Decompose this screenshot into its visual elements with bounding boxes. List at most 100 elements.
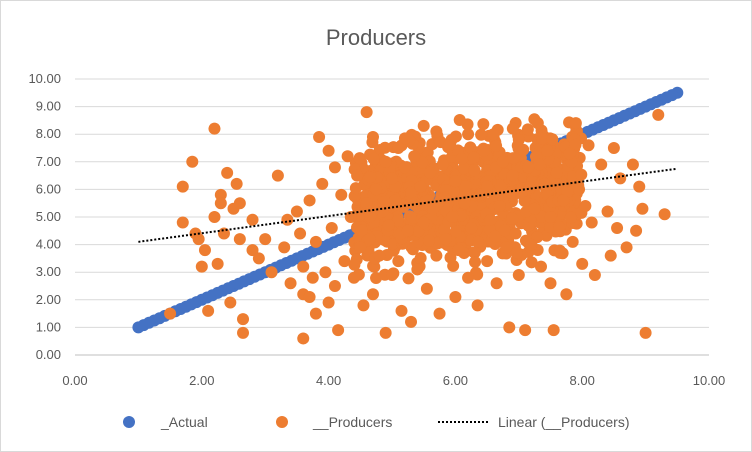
y-tick-label: 2.00 (36, 292, 61, 307)
y-tick-label: 5.00 (36, 209, 61, 224)
producers-point (487, 128, 500, 141)
producers-point (382, 219, 395, 232)
producers-point (303, 194, 316, 207)
producers-point (376, 205, 389, 218)
producers-cluster-point (525, 256, 538, 269)
producers-point (554, 246, 567, 259)
actual-point (333, 234, 346, 246)
producers-cluster-point (469, 255, 482, 268)
producers-point (427, 202, 440, 215)
producers-point (471, 299, 484, 312)
producers-point (335, 188, 348, 201)
actual-point (301, 247, 314, 260)
producers-point (588, 268, 601, 281)
producers-point (481, 255, 494, 268)
producers-cluster-point (455, 210, 468, 223)
producers-point (528, 202, 541, 215)
producers-point (639, 326, 652, 339)
producers-point (379, 326, 392, 339)
producers-cluster-point (517, 143, 530, 156)
actual-point (142, 316, 155, 329)
actual-point (650, 96, 663, 108)
producers-point (303, 291, 316, 304)
producers-point (534, 260, 547, 273)
actual-point (190, 296, 203, 309)
producers-point (477, 144, 490, 157)
producers-point (214, 197, 227, 210)
producers-point (176, 216, 189, 229)
legend-trend-label: Linear (__Producers) (498, 414, 630, 430)
producers-point (449, 291, 462, 304)
producers-point (386, 268, 398, 281)
producers-point (208, 122, 221, 135)
producers-point (366, 130, 379, 143)
producers-point (658, 208, 671, 221)
producers-point (585, 216, 598, 229)
producers-point (566, 235, 579, 248)
producers-point (455, 153, 468, 166)
producers-point (360, 106, 373, 119)
producers-point (560, 288, 573, 301)
x-tick-label: 10.00 (693, 373, 726, 388)
producers-cluster-point (521, 123, 534, 136)
producers-point (458, 197, 471, 210)
producers-cluster-point (467, 151, 480, 164)
producers-cluster-point (398, 132, 411, 145)
producers-point (386, 172, 398, 185)
producers-point (164, 307, 177, 320)
producers-point (392, 142, 405, 154)
producers-point (582, 139, 595, 152)
producers-point (506, 169, 519, 182)
actual-point (174, 303, 187, 315)
producers-point (208, 211, 221, 223)
producers-point (595, 158, 608, 171)
producers-point (430, 249, 443, 262)
producers-point (401, 224, 414, 237)
producers-point (604, 249, 617, 262)
producers-point (192, 233, 205, 246)
producers-point (512, 268, 525, 281)
producers-point (490, 277, 503, 290)
producers-point (569, 117, 582, 130)
producers-point (408, 150, 421, 163)
producers-point (309, 307, 322, 320)
producers-point (611, 222, 624, 235)
x-tick-label: 0.00 (62, 373, 87, 388)
producers-point (417, 119, 430, 132)
producers-cluster-point (510, 246, 523, 259)
producers-point (284, 277, 297, 290)
producers-cluster-point (507, 152, 520, 165)
producers-point (544, 211, 557, 223)
producers-cluster-point (504, 186, 517, 199)
actual-point (285, 254, 298, 267)
producers-point (414, 180, 427, 193)
producers-point (186, 155, 199, 168)
producers-point (652, 108, 665, 121)
producers-point (246, 213, 259, 226)
y-tick-label: 4.00 (36, 237, 61, 252)
producers-cluster-point (449, 225, 462, 238)
producers-point (446, 211, 459, 223)
producers-point (313, 130, 326, 143)
producers-cluster-point (348, 258, 361, 271)
producers-point (246, 244, 259, 257)
producers-point (294, 227, 307, 240)
producers-point (198, 244, 211, 257)
producers-point (626, 158, 639, 171)
producers-point (563, 147, 576, 160)
producers-point (395, 304, 408, 317)
legend-actual-marker (123, 416, 135, 428)
producers-point (481, 180, 494, 193)
producers-point (322, 144, 335, 157)
producers-cluster-point (493, 178, 506, 191)
y-tick-label: 10.00 (28, 71, 61, 86)
actual-point (238, 275, 251, 288)
producers-point (351, 169, 364, 182)
producers-point (259, 233, 272, 246)
producers-cluster-point (546, 133, 559, 146)
producers-point (271, 169, 284, 182)
producers-point (493, 199, 506, 212)
producers-point (265, 266, 278, 279)
producers-cluster-point (402, 272, 415, 285)
trendline (138, 167, 678, 243)
